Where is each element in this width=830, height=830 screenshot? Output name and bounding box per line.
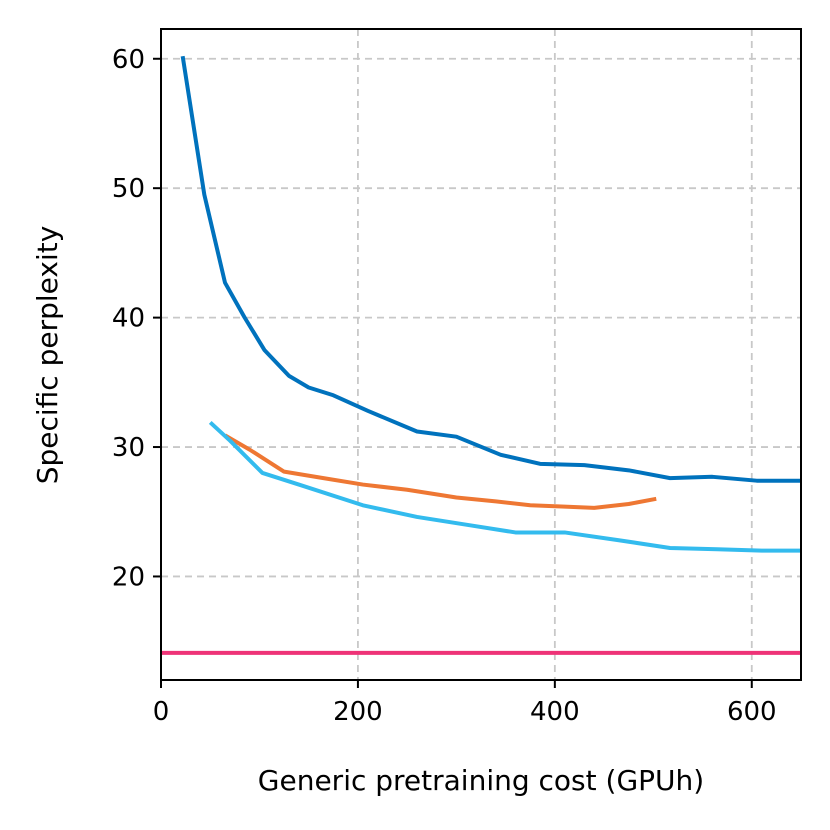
series-group	[161, 55, 801, 655]
x-tick-label: 400	[530, 697, 580, 727]
series-light-blue-line	[208, 420, 801, 553]
y-tick-label: 30	[112, 433, 145, 463]
y-tick-label: 60	[112, 45, 145, 75]
x-axis-label: Generic pretraining cost (GPUh)	[258, 764, 704, 797]
grid	[161, 29, 801, 680]
x-tick-label: 200	[333, 697, 383, 727]
y-axis-label: Specific perplexity	[31, 226, 64, 485]
y-tick-label: 50	[112, 174, 145, 204]
axis-ticks: 0 200 400 600 20 30 40 50 60	[112, 45, 777, 727]
series-orange-line	[223, 433, 657, 510]
x-tick-label: 600	[727, 697, 777, 727]
plot-frame	[160, 28, 802, 681]
y-tick-label: 40	[112, 304, 145, 334]
x-tick-label: 0	[153, 697, 170, 727]
series-dark-blue-line	[180, 55, 801, 483]
y-tick-label: 20	[112, 562, 145, 592]
